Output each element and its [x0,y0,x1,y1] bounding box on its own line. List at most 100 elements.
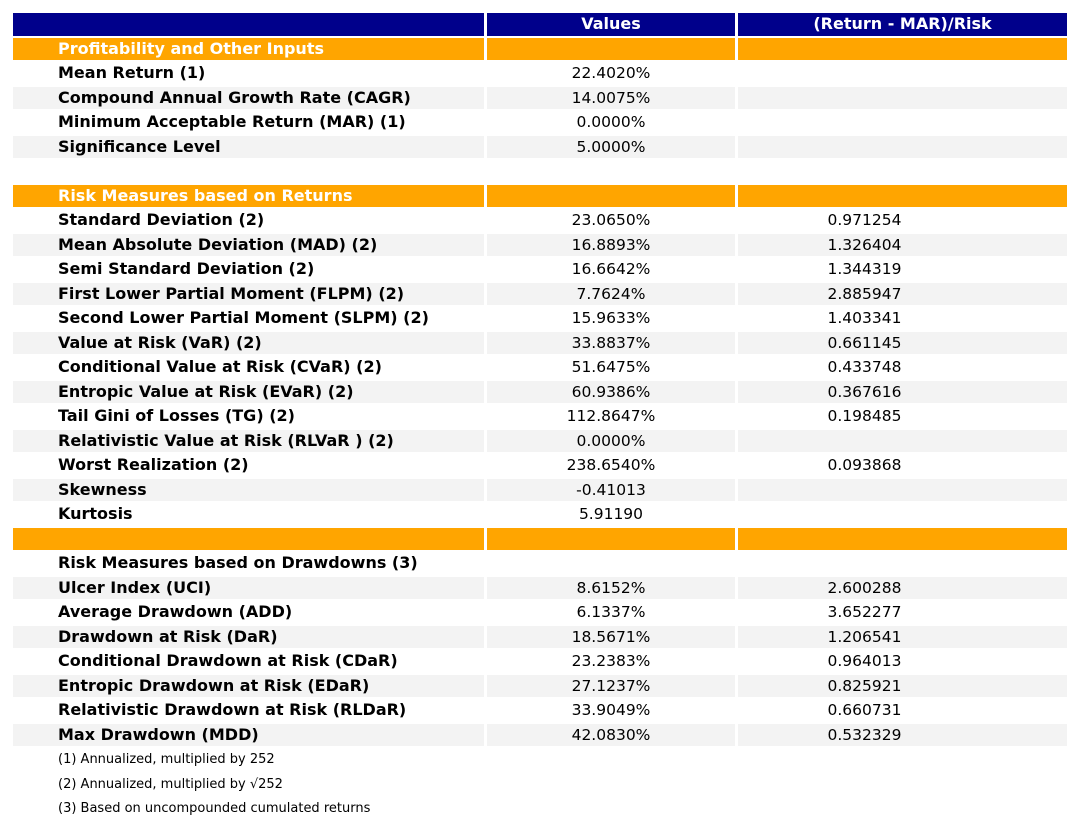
section-cell [738,527,1067,552]
metric-value: 33.8837% [487,331,735,356]
metric-ratio: 0.660731 [738,699,1067,724]
metric-ratio [738,478,1067,503]
metric-label: Relativistic Drawdown at Risk (RLDaR) [13,699,484,724]
metric-label: Significance Level [13,135,484,160]
table-row: Worst Realization (2) 238.6540% 0.093868 [13,454,1067,479]
section-title [13,527,484,552]
metric-label: Skewness [13,478,484,503]
metric-value: 18.5671% [487,625,735,650]
metric-label: Ulcer Index (UCI) [13,576,484,601]
table-row: Risk Measures based on Drawdowns (3) [13,552,1067,577]
metric-label: Conditional Value at Risk (CVaR) (2) [13,356,484,381]
table-row: Entropic Drawdown at Risk (EDaR) 27.1237%… [13,674,1067,699]
metric-value: -0.41013 [487,478,735,503]
metric-ratio [738,111,1067,136]
table-row: Compound Annual Growth Rate (CAGR) 14.007… [13,86,1067,111]
metric-label: Drawdown at Risk (DaR) [13,625,484,650]
table-row: Value at Risk (VaR) (2) 33.8837% 0.661145 [13,331,1067,356]
metric-ratio: 1.344319 [738,258,1067,283]
table-row: Minimum Acceptable Return (MAR) (1) 0.000… [13,111,1067,136]
metric-label: Standard Deviation (2) [13,209,484,234]
table-row: Drawdown at Risk (DaR) 18.5671% 1.206541 [13,625,1067,650]
metric-ratio: 0.367616 [738,380,1067,405]
table-row: Conditional Value at Risk (CVaR) (2) 51.6… [13,356,1067,381]
metric-value: 8.6152% [487,576,735,601]
table-row: Mean Absolute Deviation (MAD) (2) 16.8893… [13,233,1067,258]
metric-value: 112.8647% [487,405,735,430]
metric-ratio: 2.885947 [738,282,1067,307]
table-row: Conditional Drawdown at Risk (CDaR) 23.23… [13,650,1067,675]
metric-label: Minimum Acceptable Return (MAR) (1) [13,111,484,136]
metric-label: Relativistic Value at Risk (RLVaR ) (2) [13,429,484,454]
metric-value: 5.0000% [487,135,735,160]
metric-value: 16.6642% [487,258,735,283]
metric-value: 6.1337% [487,601,735,626]
table-row: Max Drawdown (MDD) 42.0830% 0.532329 [13,723,1067,748]
metric-value: 22.4020% [487,62,735,87]
footnotes: (1) Annualized, multiplied by 252 (2) Ann… [13,748,1067,820]
metric-ratio: 1.403341 [738,307,1067,332]
metric-value: 14.0075% [487,86,735,111]
table-row: Standard Deviation (2) 23.0650% 0.971254 [13,209,1067,234]
metric-ratio: 3.652277 [738,601,1067,626]
metric-value: 15.9633% [487,307,735,332]
table-row: Relativistic Value at Risk (RLVaR ) (2) 0… [13,429,1067,454]
metric-value: 0.0000% [487,429,735,454]
metric-ratio [738,86,1067,111]
section-title: Risk Measures based on Returns [13,184,484,209]
footnote: (1) Annualized, multiplied by 252 [58,752,275,767]
metric-value: 23.0650% [487,209,735,234]
metric-ratio: 0.093868 [738,454,1067,479]
metric-value: 51.6475% [487,356,735,381]
metric-label: Tail Gini of Losses (TG) (2) [13,405,484,430]
metric-label: Worst Realization (2) [13,454,484,479]
metric-ratio: 0.825921 [738,674,1067,699]
table-row: Mean Return (1) 22.4020% [13,62,1067,87]
metric-label: Second Lower Partial Moment (SLPM) (2) [13,307,484,332]
metric-value: 5.91190 [487,503,735,528]
section-header-row: Risk Measures based on Returns [13,184,1067,209]
metric-value: 238.6540% [487,454,735,479]
table-row: Significance Level 5.0000% [13,135,1067,160]
section-cell [487,37,735,62]
section-cell [487,184,735,209]
section-cell [738,37,1067,62]
metric-label: Value at Risk (VaR) (2) [13,331,484,356]
ratio-column-header: (Return - MAR)/Risk [738,13,1067,38]
table-row: Relativistic Drawdown at Risk (RLDaR) 33.… [13,699,1067,724]
table-row: Kurtosis 5.91190 [13,503,1067,528]
metric-value: 7.7624% [487,282,735,307]
metric-value: 16.8893% [487,233,735,258]
metric-value: 42.0830% [487,723,735,748]
table-row: Semi Standard Deviation (2) 16.6642% 1.344… [13,258,1067,283]
metric-value: 60.9386% [487,380,735,405]
table-row: Second Lower Partial Moment (SLPM) (2) 15… [13,307,1067,332]
spacer-row [13,160,1067,185]
metric-label: Semi Standard Deviation (2) [13,258,484,283]
metric-ratio [738,62,1067,87]
table-row: Ulcer Index (UCI) 8.6152% 2.600288 [13,576,1067,601]
table-row: Entropic Value at Risk (EVaR) (2) 60.9386… [13,380,1067,405]
metric-label: Average Drawdown (ADD) [13,601,484,626]
section-header-row: Profitability and Other Inputs [13,37,1067,62]
metric-label: Kurtosis [13,503,484,528]
metric-ratio: 0.971254 [738,209,1067,234]
metric-value [487,552,735,577]
metric-label: Compound Annual Growth Rate (CAGR) [13,86,484,111]
table-row: Skewness -0.41013 [13,478,1067,503]
table-body: Values (Return - MAR)/Risk Profitability a… [13,13,1067,748]
metric-ratio [738,552,1067,577]
section-cell [738,184,1067,209]
footnote: (2) Annualized, multiplied by √252 [58,776,283,792]
metric-value: 27.1237% [487,674,735,699]
table-row: Tail Gini of Losses (TG) (2) 112.8647% 0.1… [13,405,1067,430]
metric-label: Mean Return (1) [13,62,484,87]
metric-ratio [738,135,1067,160]
section-header-row [13,527,1067,552]
metric-label: First Lower Partial Moment (FLPM) (2) [13,282,484,307]
risk-metrics-table: Values (Return - MAR)/Risk Profitability a… [13,13,1067,820]
metric-ratio: 1.326404 [738,233,1067,258]
table-row: Average Drawdown (ADD) 6.1337% 3.652277 [13,601,1067,626]
metric-ratio [738,429,1067,454]
corner-header-cell [13,13,484,38]
